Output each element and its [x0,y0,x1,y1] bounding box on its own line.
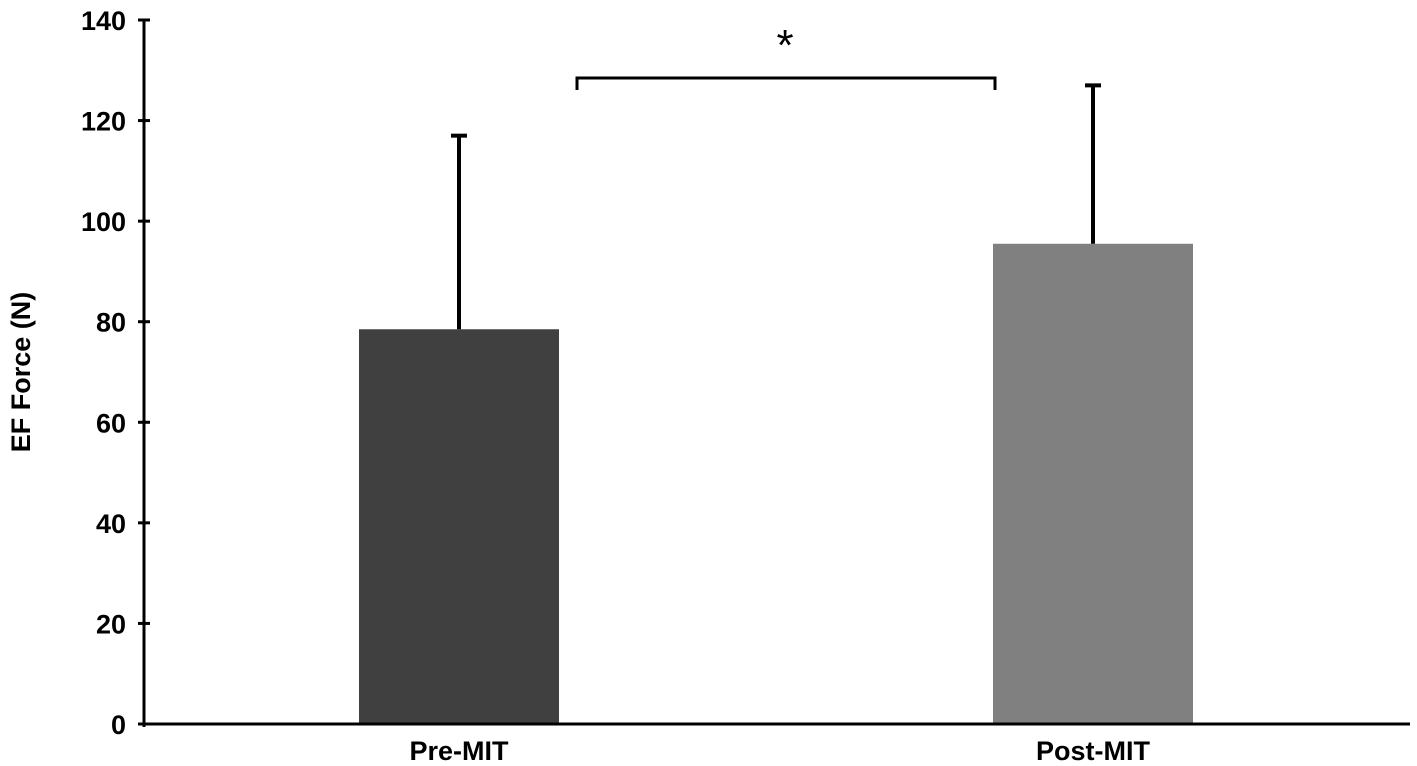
y-tick-label: 140 [81,6,126,36]
y-tick-label: 120 [81,107,126,137]
y-tick-label: 20 [96,609,126,639]
y-ticks-layer: 0 20 40 60 80 100 120 140 [81,6,150,740]
bar-pre-mit [359,329,559,724]
y-tick-label: 60 [96,408,126,438]
x-category-label: Pre-MIT [409,736,509,766]
y-tick-label: 100 [81,207,126,237]
bars-layer [359,243,1193,724]
y-tick-label: 80 [96,308,126,338]
significance-bracket [575,76,997,90]
bar-post-mit [993,243,1193,724]
axes-layer [142,20,1410,727]
error-bars-layer [451,83,1101,330]
y-tick-label: 40 [96,509,126,539]
significance-star: * [776,21,793,70]
significance-annotation: * [575,21,997,90]
y-axis-title: EF Force (N) [6,292,36,453]
y-tick-label: 0 [111,710,126,740]
x-category-label: Post-MIT [1036,736,1150,766]
x-labels-layer: Pre-MIT Post-MIT [409,736,1150,766]
